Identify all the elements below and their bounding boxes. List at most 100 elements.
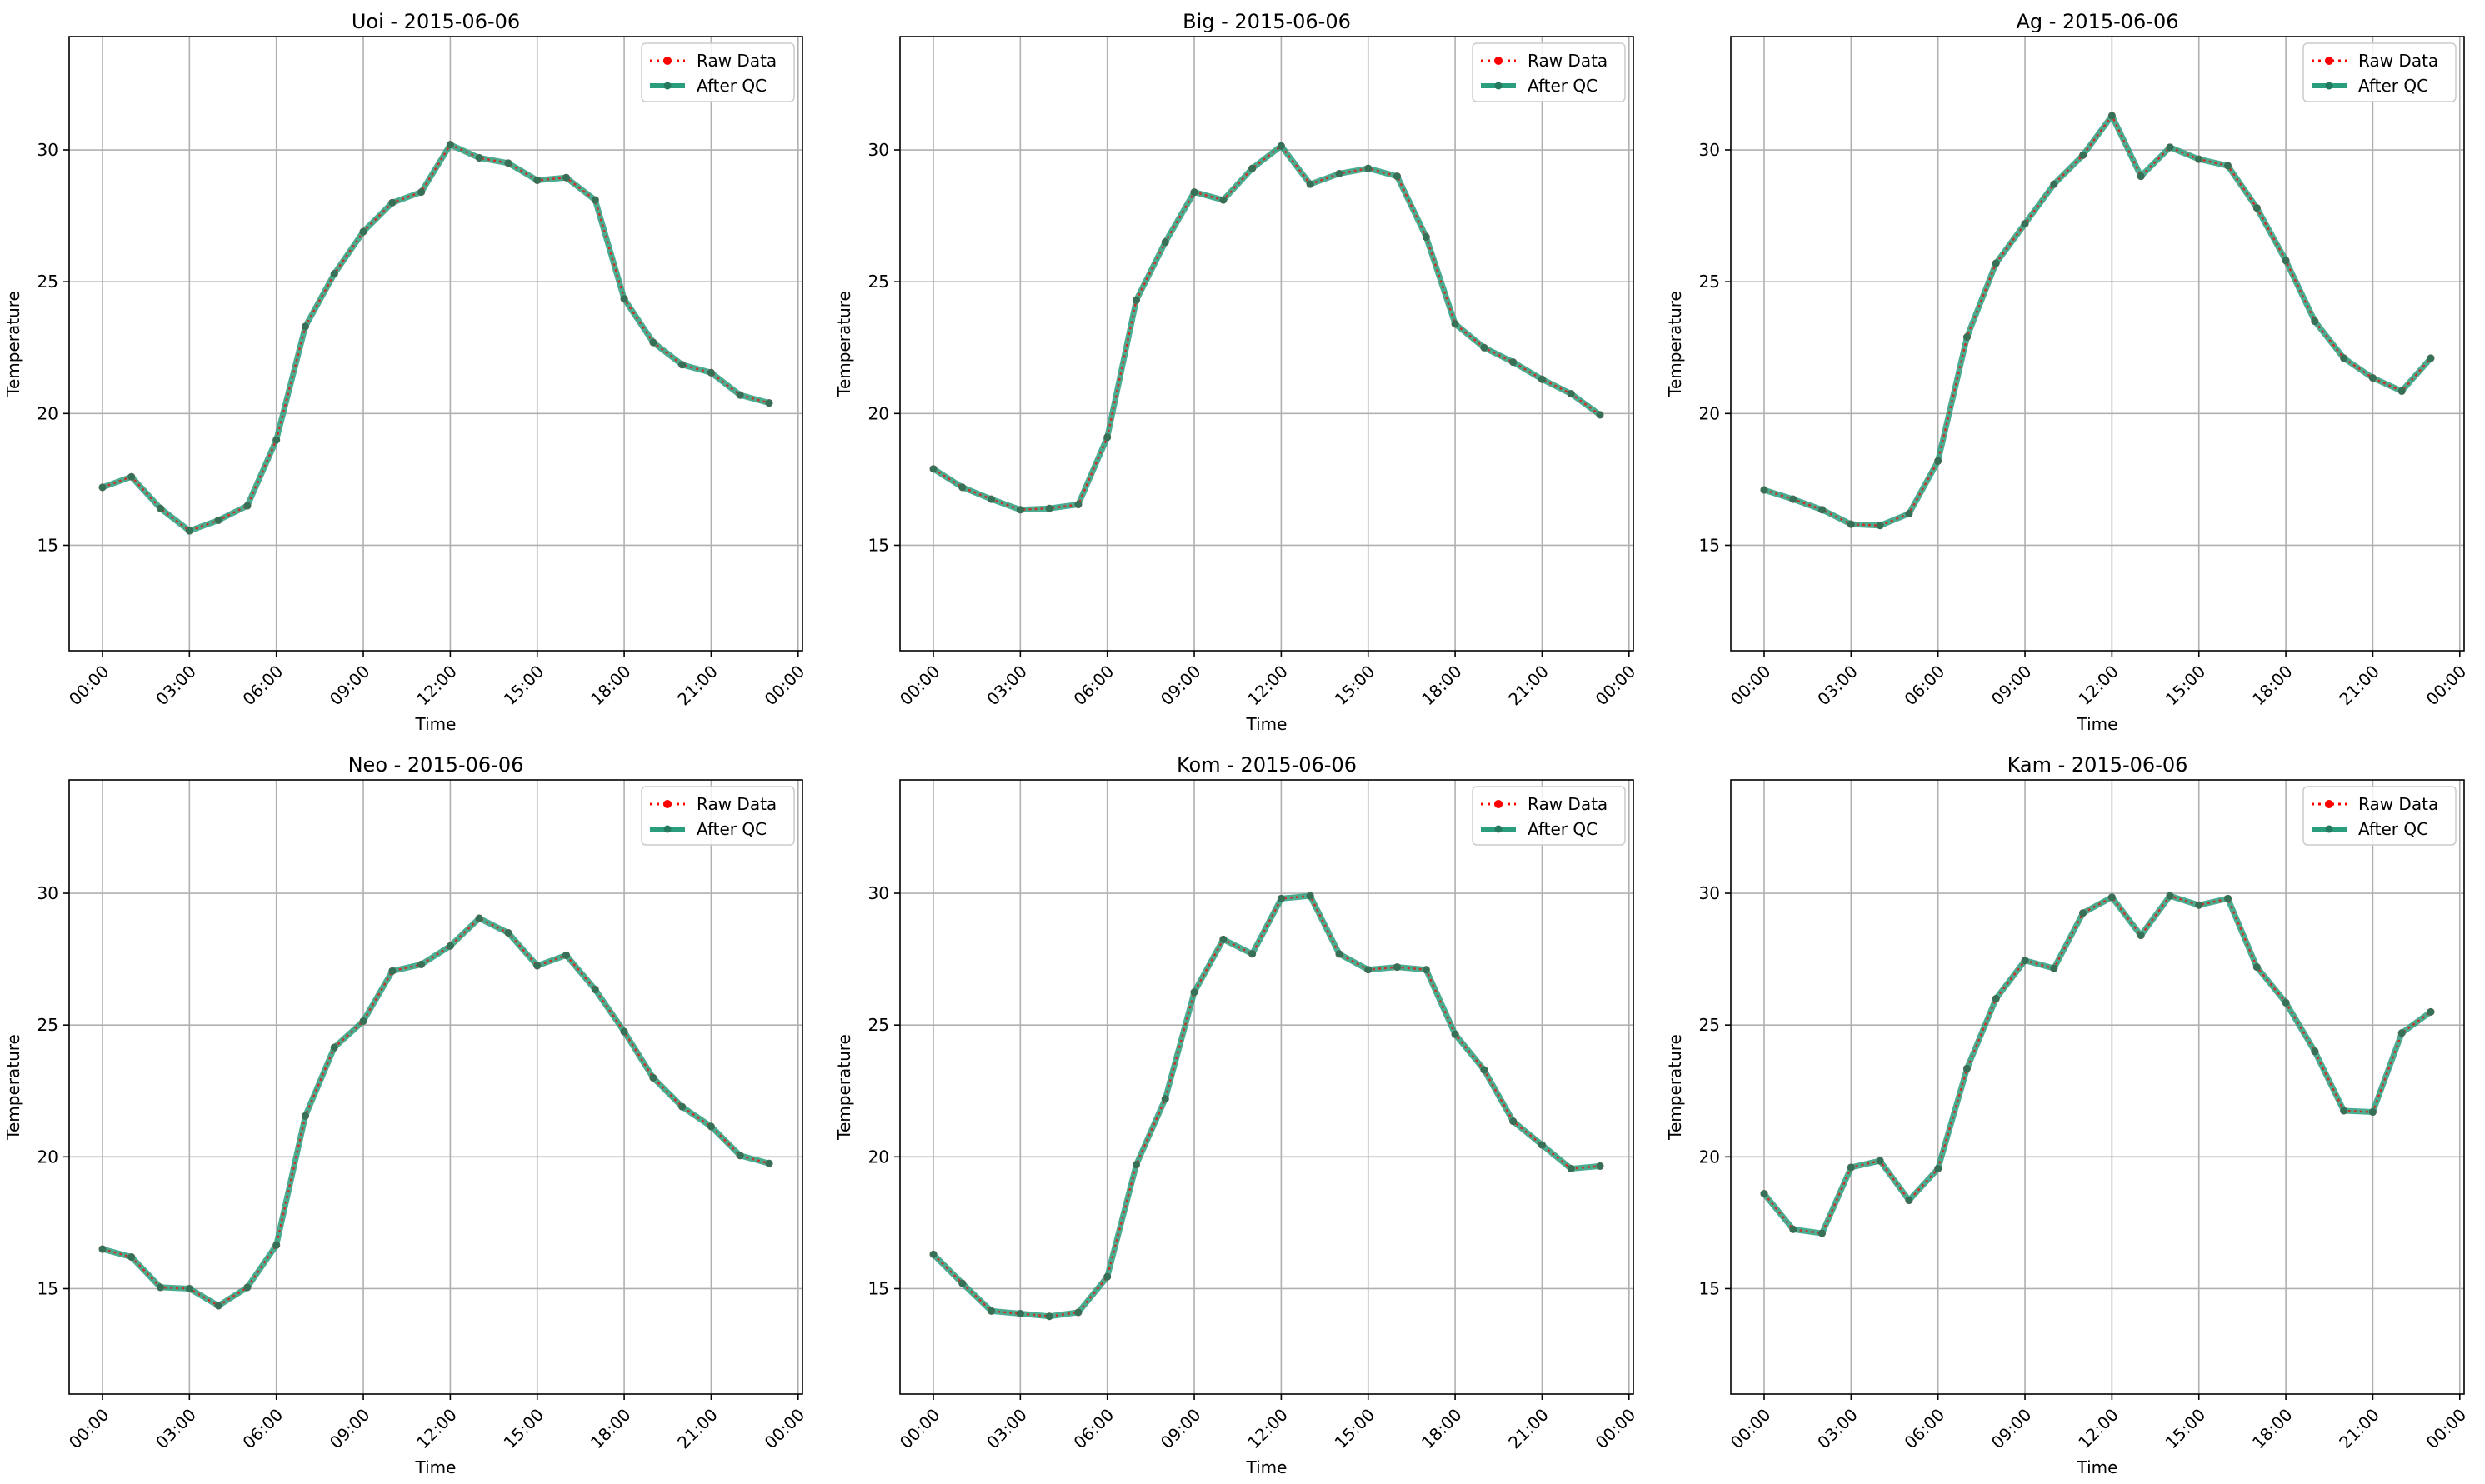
data-point-after-qc bbox=[2137, 172, 2145, 181]
x-tick-label: 00:00 bbox=[896, 662, 944, 710]
data-point-after-qc bbox=[98, 483, 107, 492]
x-tick-label: 18:00 bbox=[587, 662, 635, 710]
x-tick-label: 03:00 bbox=[982, 662, 1031, 710]
data-point-after-qc bbox=[2252, 204, 2261, 212]
x-tick-label: 12:00 bbox=[2074, 1405, 2122, 1453]
data-point-after-qc bbox=[1016, 1310, 1024, 1318]
data-point-after-qc bbox=[1905, 1197, 1913, 1205]
data-point-after-qc bbox=[2108, 112, 2116, 120]
x-tick-label: 03:00 bbox=[982, 1405, 1031, 1453]
series-line-raw-data bbox=[1763, 113, 2432, 527]
data-point-after-qc bbox=[988, 495, 996, 503]
data-point-after-qc bbox=[1103, 1272, 1112, 1281]
legend-label-after-qc: After QC bbox=[2358, 819, 2428, 839]
series-line-raw-data bbox=[1763, 894, 2432, 1235]
data-point-after-qc bbox=[272, 1241, 281, 1249]
subplot-4: 00:00 03:00 06:00 09:00 12:00 15:00 18:00 21:00… bbox=[3, 753, 808, 1477]
series-line-after-qc bbox=[99, 142, 772, 534]
data-point-after-qc bbox=[1451, 320, 1459, 328]
data-point-after-qc bbox=[2368, 1108, 2377, 1117]
axes-frame bbox=[68, 779, 803, 1395]
legend-marker-raw bbox=[663, 800, 672, 808]
y-axis-label: Temperature bbox=[3, 1034, 23, 1141]
data-point-after-qc bbox=[2340, 1107, 2348, 1115]
grid bbox=[69, 780, 802, 1394]
chart-title: Kom - 2015-06-06 bbox=[1177, 753, 1357, 777]
y-axis-label: Temperature bbox=[1665, 1034, 1685, 1141]
data-point-after-qc bbox=[2311, 317, 2319, 326]
data-point-after-qc bbox=[2368, 374, 2377, 382]
data-point-after-qc bbox=[2021, 220, 2029, 228]
data-point-after-qc bbox=[1132, 296, 1140, 304]
axes-frame bbox=[1730, 779, 2465, 1395]
grid bbox=[900, 37, 1633, 651]
data-point-after-qc bbox=[736, 1152, 744, 1160]
legend: Raw Data After QC bbox=[641, 786, 795, 846]
grid bbox=[69, 37, 802, 651]
data-point-after-qc bbox=[2166, 892, 2174, 900]
legend-marker-raw bbox=[2325, 57, 2333, 65]
y-tick-label: 20 bbox=[38, 1147, 58, 1167]
data-point-after-qc bbox=[1161, 1095, 1169, 1103]
x-axis-label: Time bbox=[2077, 1457, 2118, 1477]
data-point-after-qc bbox=[418, 960, 426, 968]
data-point-after-qc bbox=[649, 1073, 658, 1082]
legend-label-raw: Raw Data bbox=[697, 51, 777, 71]
data-point-after-qc bbox=[2021, 957, 2029, 965]
legend-marker-raw bbox=[2325, 800, 2333, 808]
x-tick-label: 00:00 bbox=[1592, 1405, 1640, 1453]
data-point-after-qc bbox=[765, 1159, 773, 1167]
x-tick-label: 12:00 bbox=[1243, 662, 1292, 710]
data-point-after-qc bbox=[1567, 1165, 1575, 1173]
x-tick-label: 03:00 bbox=[1813, 662, 1862, 710]
x-axis-label: Time bbox=[415, 1457, 457, 1477]
data-point-after-qc bbox=[620, 295, 628, 303]
data-point-after-qc bbox=[958, 483, 967, 492]
x-tick-label: 00:00 bbox=[761, 1405, 809, 1453]
data-point-after-qc bbox=[1219, 196, 1228, 204]
x-tick-label: 15:00 bbox=[500, 662, 548, 710]
data-point-after-qc bbox=[678, 1102, 687, 1111]
data-point-after-qc bbox=[1962, 1064, 1971, 1072]
x-tick-label: 09:00 bbox=[1157, 1405, 1205, 1453]
x-tick-label: 00:00 bbox=[761, 662, 809, 710]
data-point-after-qc bbox=[475, 154, 483, 162]
data-point-after-qc bbox=[1538, 1141, 1546, 1149]
data-point-after-qc bbox=[958, 1279, 967, 1287]
chart-title: Uoi - 2015-06-06 bbox=[352, 10, 520, 33]
x-tick-label: 15:00 bbox=[500, 1405, 548, 1453]
data-point-after-qc bbox=[2079, 909, 2088, 917]
legend-label-raw: Raw Data bbox=[2358, 794, 2438, 814]
y-tick-label: 30 bbox=[868, 140, 889, 160]
data-point-after-qc bbox=[1393, 963, 1402, 972]
x-tick-label: 18:00 bbox=[2248, 1405, 2297, 1453]
data-point-after-qc bbox=[2050, 180, 2058, 188]
y-tick-label: 30 bbox=[1699, 883, 1720, 903]
data-point-after-qc bbox=[2224, 894, 2232, 902]
data-point-after-qc bbox=[388, 198, 397, 207]
data-point-after-qc bbox=[1480, 343, 1488, 352]
data-point-after-qc bbox=[649, 338, 658, 347]
legend-label-after-qc: After QC bbox=[1528, 76, 1598, 96]
series-line-raw-data bbox=[932, 894, 1601, 1317]
x-tick-label: 09:00 bbox=[1988, 662, 2036, 710]
data-point-after-qc bbox=[1847, 1163, 1855, 1172]
data-point-after-qc bbox=[1422, 966, 1430, 974]
data-point-after-qc bbox=[1818, 1229, 1827, 1237]
data-point-after-qc bbox=[2195, 901, 2203, 909]
data-point-after-qc bbox=[1538, 375, 1546, 383]
data-point-after-qc bbox=[1306, 892, 1314, 900]
data-point-after-qc bbox=[591, 985, 599, 993]
x-tick-label: 00:00 bbox=[1727, 1405, 1775, 1453]
x-tick-label: 12:00 bbox=[1243, 1405, 1292, 1453]
y-tick-label: 20 bbox=[868, 1147, 889, 1167]
data-point-after-qc bbox=[1045, 504, 1053, 512]
data-point-after-qc bbox=[2282, 998, 2290, 1007]
x-tick-label: 21:00 bbox=[1504, 662, 1552, 710]
series-line-raw-data bbox=[932, 144, 1601, 512]
data-point-after-qc bbox=[929, 465, 938, 473]
y-tick-label: 15 bbox=[1699, 1278, 1720, 1298]
y-tick-label: 20 bbox=[1699, 1147, 1720, 1167]
data-point-after-qc bbox=[2050, 964, 2058, 972]
x-tick-label: 00:00 bbox=[1727, 662, 1775, 710]
